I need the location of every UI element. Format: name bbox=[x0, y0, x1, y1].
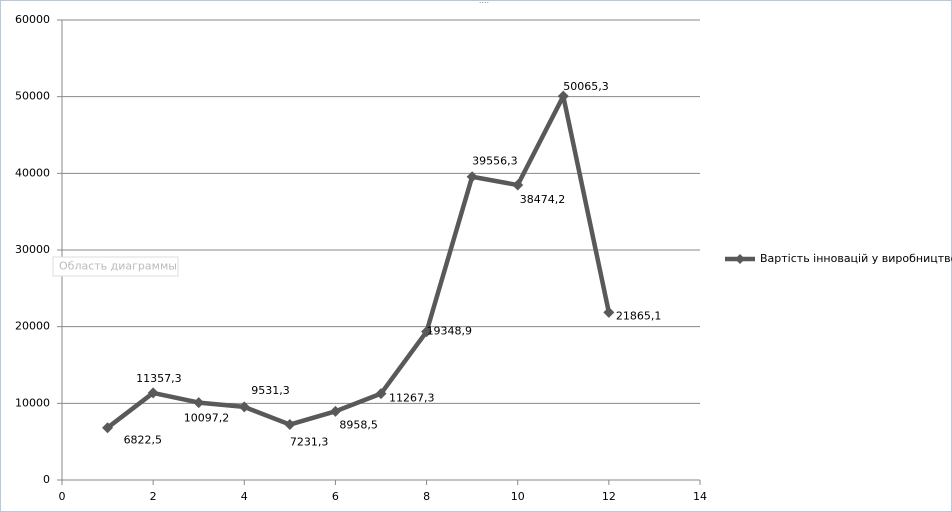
y-tick-label: 10000 bbox=[15, 396, 50, 409]
data-label: 50065,3 bbox=[563, 80, 609, 93]
data-point bbox=[102, 422, 114, 434]
series-line bbox=[106, 93, 612, 430]
tooltip-box bbox=[52, 256, 179, 277]
y-tick-label: 0 bbox=[43, 473, 50, 486]
y-tick-label: 20000 bbox=[15, 320, 50, 333]
data-label: 39556,3 bbox=[472, 155, 517, 168]
data-point bbox=[284, 419, 296, 431]
resize-handle[interactable]: ···· bbox=[479, 0, 489, 8]
tooltip-text: Область диаграммы bbox=[59, 260, 177, 273]
y-tick-label: 30000 bbox=[15, 243, 50, 256]
y-tick-label: 40000 bbox=[15, 166, 50, 179]
data-point bbox=[557, 90, 569, 102]
data-label: 11267,3 bbox=[389, 392, 435, 405]
data-point bbox=[466, 171, 478, 183]
data-label: 38474,2 bbox=[520, 193, 566, 206]
x-tick-label: 10 bbox=[511, 490, 525, 503]
x-tick-label: 14 bbox=[693, 490, 707, 503]
data-label: 9531,3 bbox=[251, 384, 289, 397]
legend-marker bbox=[735, 254, 745, 264]
data-point bbox=[329, 405, 341, 417]
x-tick-label: 6 bbox=[332, 490, 339, 503]
data-label: 19348,9 bbox=[427, 325, 473, 338]
data-label: 11357,3 bbox=[136, 372, 182, 385]
data-label: 21865,1 bbox=[616, 309, 662, 322]
x-tick-label: 0 bbox=[59, 490, 66, 503]
tooltip: Область диаграммы bbox=[52, 256, 179, 277]
data-label: 10097,2 bbox=[184, 412, 230, 425]
legend-label: Вартість інновацій у виробництво bbox=[760, 252, 952, 265]
y-tick-label: 60000 bbox=[15, 13, 50, 26]
data-point bbox=[421, 326, 433, 338]
x-tick-label: 2 bbox=[150, 490, 157, 503]
data-point bbox=[238, 401, 250, 413]
data-point bbox=[603, 306, 615, 318]
data-label: 8958,5 bbox=[339, 418, 378, 431]
data-point bbox=[193, 397, 205, 409]
data-label: 6822,5 bbox=[124, 434, 163, 447]
data-point bbox=[375, 388, 387, 400]
x-tick-label: 8 bbox=[423, 490, 430, 503]
x-tick-label: 4 bbox=[241, 490, 248, 503]
x-tick-label: 12 bbox=[602, 490, 616, 503]
data-label: 7231,3 bbox=[290, 436, 329, 449]
y-tick-label: 50000 bbox=[15, 90, 50, 103]
data-point bbox=[147, 387, 159, 399]
data-point bbox=[512, 179, 524, 191]
